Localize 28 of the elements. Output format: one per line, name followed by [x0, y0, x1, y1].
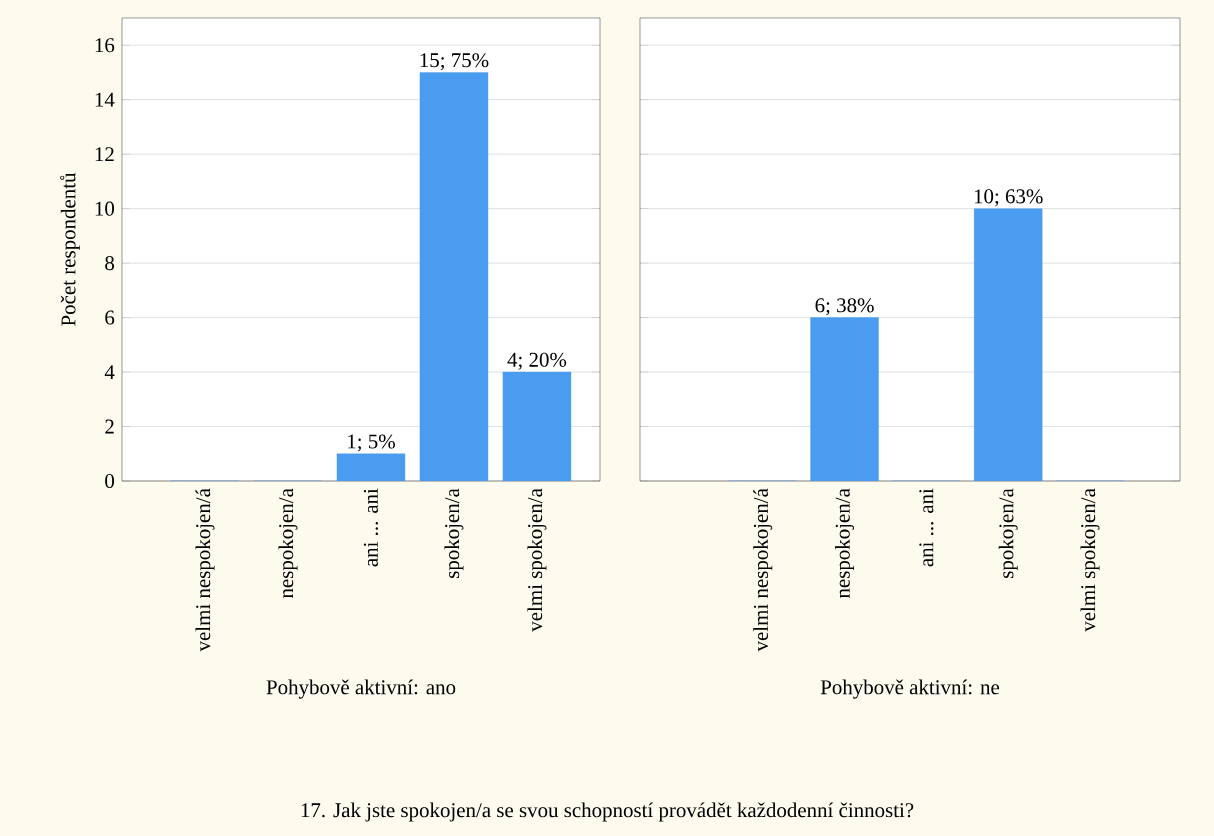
data-label: 6; 38%	[815, 298, 874, 316]
x-tick-label: nespokojen/a	[835, 488, 855, 599]
data-label: 1; 5%	[348, 434, 395, 452]
x-tick-label: nespokojen/a	[278, 488, 298, 599]
y-tick-label: 14	[95, 92, 115, 107]
x-tick-label: ani ... ani	[919, 488, 934, 567]
data-label: 10; 63%	[974, 189, 1043, 207]
y-tick-label: 2	[105, 419, 114, 434]
x-tick-label: spokojen/a	[444, 488, 464, 578]
x-tick-label: velmi nespokojen/á	[753, 488, 773, 652]
x-tick-label: ani ... ani	[363, 488, 379, 567]
y-tick-label: 0	[105, 473, 115, 489]
y-tick-label: 10	[95, 201, 115, 216]
x-tick-label: velmi spokojen/a	[1080, 488, 1100, 632]
x-axis-title: Pohybově aktivní: ne	[820, 679, 1000, 699]
data-label: 15; 75%	[420, 53, 489, 71]
x-axis-title: Pohybově aktivní: ano	[266, 679, 456, 699]
y-axis-title: Počet respondentů	[60, 172, 80, 326]
y-tick-label: 16	[95, 38, 115, 53]
y-tick-label: 12	[95, 147, 114, 162]
x-tick-label: velmi spokojen/a	[527, 488, 547, 632]
x-tick-label: velmi nespokojen/á	[195, 488, 215, 652]
y-tick-label: 6	[105, 310, 115, 325]
text: 17. Jak jste spokojen/a se svou schopností provádět každodenní činnosti?	[301, 802, 914, 822]
x-tick-label: spokojen/a	[998, 488, 1018, 578]
data-label: 4; 20%	[507, 352, 567, 370]
y-tick-label: 4	[104, 365, 115, 379]
y-tick-label: 8	[105, 256, 115, 271]
